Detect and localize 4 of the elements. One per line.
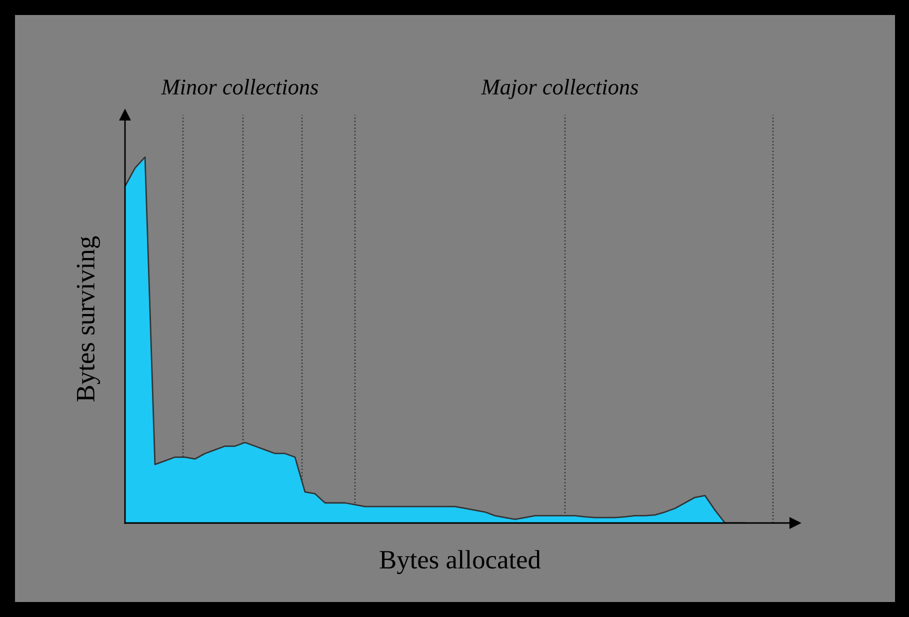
text: Major collections	[481, 78, 638, 100]
text: Minor collections	[161, 78, 318, 95]
y-axis-title: Bytes surviving	[76, 236, 100, 402]
x-axis-title: Bytes allocated	[380, 550, 541, 574]
